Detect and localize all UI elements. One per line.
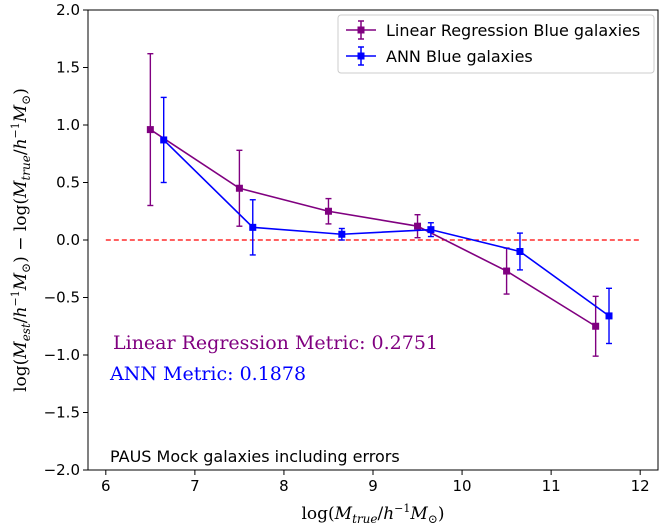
data-point [592, 322, 600, 330]
data-point [146, 126, 154, 134]
x-tick-label: 8 [279, 477, 289, 495]
x-tick-label: 10 [453, 477, 472, 495]
y-tick-label: −0.5 [44, 289, 80, 307]
legend-linreg-label: Linear Regression Blue galaxies [386, 21, 640, 40]
series-layer [146, 53, 613, 357]
linreg-metric-annotation: Linear Regression Metric: 0.2751 [113, 332, 438, 354]
series-1 [160, 96, 613, 345]
x-tick-label: 9 [368, 477, 378, 495]
legend-ann-marker [346, 46, 376, 66]
legend: Linear Regression Blue galaxies ANN Blue… [337, 14, 655, 74]
x-tick-label: 7 [190, 477, 200, 495]
data-point [503, 267, 511, 275]
data-point [516, 248, 524, 255]
y-tick-label: 1.0 [56, 116, 80, 134]
data-point [235, 184, 243, 192]
x-tick-label: 12 [631, 477, 650, 495]
y-tick-label: 0.5 [56, 174, 80, 192]
legend-linreg-marker [346, 20, 376, 40]
legend-box [337, 14, 655, 74]
data-point [427, 226, 435, 234]
y-tick-label: −1.0 [44, 346, 80, 364]
x-tick-label: 11 [542, 477, 561, 495]
data-point [324, 207, 332, 215]
data-point [414, 222, 422, 230]
y-tick-label: 2.0 [56, 1, 80, 19]
footer-annotation: PAUS Mock galaxies including errors [110, 447, 400, 466]
ann-metric-annotation: ANN Metric: 0.1878 [109, 363, 306, 385]
data-point [160, 136, 168, 144]
y-tick-label: 1.5 [56, 59, 80, 77]
x-axis-label: log(Mtrue/h−1M⊙) [301, 502, 444, 526]
series-line [163, 139, 610, 317]
y-tick-label: −2.0 [44, 461, 80, 479]
legend-ann-label: ANN Blue galaxies [386, 47, 533, 66]
y-axis-label: log(Mest/h−1M⊙) − log(Mtrue/h−1M⊙) [9, 88, 33, 392]
data-point [338, 230, 346, 238]
series-line [149, 128, 597, 327]
data-point [605, 312, 613, 320]
y-tick-label: 0.0 [56, 231, 80, 249]
x-tick-label: 6 [101, 477, 111, 495]
y-tick-label: −1.5 [44, 404, 80, 422]
axis-ticks: 6 7 8 9 10 11 12 −2.0 −1.5 −1.0 −0.5 0.0 0.5 1.0 1.5 2.… [44, 1, 650, 495]
data-point [249, 223, 257, 231]
